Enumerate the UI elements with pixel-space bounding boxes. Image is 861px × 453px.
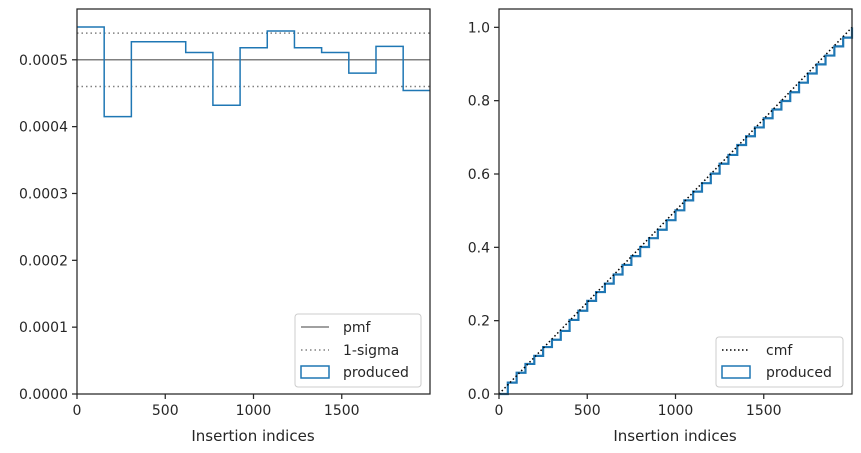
y-tick-label: 0.0	[468, 387, 490, 403]
plot-area	[499, 9, 852, 394]
x-axis-ticks: 0 500 1000 1500	[73, 394, 360, 419]
y-tick-label: 0.0004	[19, 120, 68, 136]
pmf-histogram-panel: 0 500 1000 1500 0.00000.00010.00020.00030.0…	[19, 8, 431, 445]
legend: pmf 1-sigma produced	[294, 313, 422, 388]
produced-cmf-curve	[499, 27, 854, 396]
legend: cmf produced	[715, 336, 844, 388]
legend-swatch-produced	[721, 365, 751, 379]
y-tick-label: 0.8	[468, 94, 490, 110]
x-axis-label: Insertion indices	[191, 427, 314, 445]
y-tick-label: 0.0002	[19, 253, 68, 269]
y-axis-ticks: 0.0000 0.0001 0.0002 0.0003 0.0004 0.0005	[19, 53, 77, 403]
produced-histogram	[77, 26, 430, 118]
y-axis-ticks: 0.0 0.2 0.4 0.6 0.8 1.0	[468, 20, 499, 403]
x-tick-label: 0	[495, 403, 504, 419]
x-tick-label: 1000	[658, 403, 694, 419]
x-axis-ticks: 0 500 1000 1500	[495, 394, 782, 419]
x-tick-label: 1500	[324, 403, 360, 419]
x-tick-label: 1000	[236, 403, 272, 419]
y-tick-label: 1.0	[468, 20, 490, 36]
legend-box	[715, 336, 844, 388]
x-axis-label: Insertion indices	[613, 427, 736, 445]
legend-label-produced: produced	[766, 365, 832, 381]
x-tick-label: 1500	[746, 403, 782, 419]
histogram-marks	[77, 26, 430, 118]
legend-swatch-produced	[300, 365, 330, 379]
y-tick-label: 0.0000	[19, 387, 68, 403]
legend-label-cmf: cmf	[766, 343, 793, 359]
legend-label-pmf: pmf	[343, 320, 372, 336]
x-tick-label: 500	[574, 403, 601, 419]
x-tick-label: 0	[73, 403, 82, 419]
y-tick-label: 0.2	[468, 314, 490, 330]
y-tick-label: 0.0005	[19, 53, 68, 69]
y-tick-label: 0.0001	[19, 320, 68, 336]
cmf-line	[498, 26, 853, 395]
y-tick-label: 0.4	[468, 240, 490, 256]
y-tick-label: 0.0003	[19, 186, 68, 202]
legend-label-produced: produced	[343, 365, 409, 381]
cmf-marks	[498, 26, 854, 396]
x-tick-label: 500	[152, 403, 179, 419]
cmf-panel: 0 500 1000 1500 0.0 0.2 0.4 0.6 0.8 1.0 Insertio…	[468, 8, 854, 445]
y-tick-label: 0.6	[468, 167, 490, 183]
legend-label-1-sigma: 1-sigma	[343, 343, 399, 359]
legend-box	[294, 313, 422, 388]
